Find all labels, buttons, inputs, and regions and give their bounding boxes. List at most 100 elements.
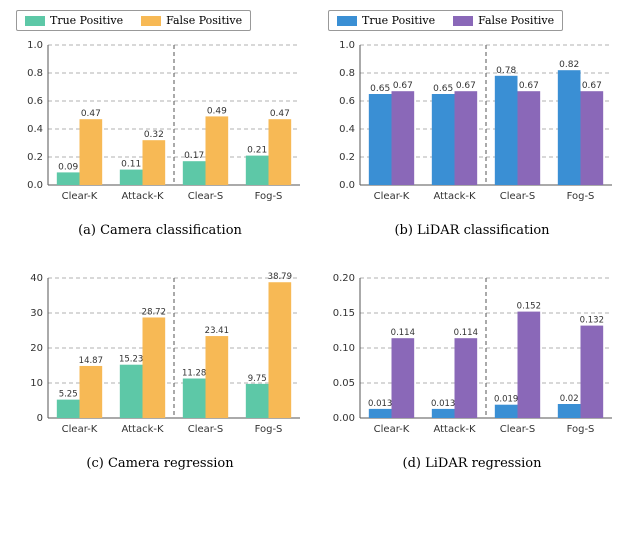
legend-swatch: [453, 16, 473, 26]
bar: [206, 336, 229, 418]
bar-value-label: 0.67: [393, 81, 413, 91]
panel-a: True PositiveFalse Positive0.00.20.40.60…: [10, 10, 310, 238]
ytick-label: 20: [30, 343, 43, 354]
chart-area: 0.000.050.100.150.200.0130.114Clear-K0.0…: [322, 268, 622, 448]
ytick-label: 0.8: [27, 68, 43, 79]
bar-value-label: 0.67: [519, 81, 539, 91]
category-label: Clear-K: [62, 424, 98, 435]
legend-swatch: [25, 16, 45, 26]
bar-value-label: 0.019: [494, 395, 518, 405]
bar-value-label: 23.41: [205, 326, 229, 336]
bar-value-label: 0.11: [121, 160, 141, 170]
bar: [518, 91, 541, 185]
bar-value-label: 28.72: [142, 307, 166, 317]
panel-b: True PositiveFalse Positive0.00.20.40.60…: [322, 10, 622, 238]
legend-label: False Positive: [166, 14, 242, 27]
bar: [432, 94, 455, 185]
bar: [558, 70, 581, 185]
bar-value-label: 0.82: [559, 60, 579, 70]
legend-item: True Positive: [25, 14, 123, 27]
bar: [455, 91, 478, 185]
ytick-label: 1.0: [339, 40, 355, 51]
ytick-label: 0.20: [333, 273, 355, 284]
bar: [120, 365, 143, 418]
bar: [495, 405, 518, 418]
panel-caption: (a) Camera classification: [10, 223, 310, 238]
bar-value-label: 11.28: [182, 369, 206, 379]
ytick-label: 0: [37, 413, 43, 424]
category-label: Fog-S: [255, 424, 283, 435]
ytick-label: 0.0: [339, 180, 355, 191]
bar-value-label: 0.67: [456, 81, 476, 91]
ytick-label: 0.6: [27, 96, 43, 107]
ytick-label: 1.0: [27, 40, 43, 51]
category-label: Clear-K: [62, 191, 98, 202]
bar-value-label: 9.75: [248, 374, 267, 384]
category-label: Attack-K: [121, 191, 164, 202]
bar: [581, 326, 604, 418]
ytick-label: 0.0: [27, 180, 43, 191]
chart-area: 0.0 0.2 0.4 0.6 0.8 1.0 0.09 0.47 Clear-K 0.11 0.3…: [10, 35, 310, 215]
bar: [57, 172, 80, 185]
bar-value-label: 0.09: [58, 162, 78, 172]
ytick-label: 40: [30, 273, 43, 284]
panel-caption: (c) Camera regression: [10, 456, 310, 471]
category-label: Fog-S: [255, 191, 283, 202]
panel-d: 0.000.050.100.150.200.0130.114Clear-K0.0…: [322, 268, 622, 471]
bar: [80, 366, 103, 418]
bar: [369, 94, 392, 185]
bar-value-label: 0.32: [144, 130, 164, 140]
bar: [269, 282, 292, 418]
bar-value-label: 0.132: [580, 316, 604, 326]
panel-c: 0102030405.2514.87Clear-K15.2328.72Attac…: [10, 268, 310, 471]
category-label: Clear-K: [374, 191, 410, 202]
bar: [392, 91, 415, 185]
bar: [581, 91, 604, 185]
bar: [455, 338, 478, 418]
ytick-label: 0.4: [27, 124, 43, 135]
category-label: Clear-K: [374, 424, 410, 435]
bar: [183, 379, 206, 418]
ytick-label: 0.6: [339, 96, 355, 107]
bar: [80, 119, 103, 185]
bar: [432, 409, 455, 418]
ytick-label: 0.8: [339, 68, 355, 79]
category-label: Fog-S: [567, 424, 595, 435]
category-label: Clear-S: [500, 191, 535, 202]
bar: [269, 119, 292, 185]
bar-value-label: 0.78: [496, 66, 516, 76]
category-label: Fog-S: [567, 191, 595, 202]
chart-area: 0102030405.2514.87Clear-K15.2328.72Attac…: [10, 268, 310, 448]
bar: [57, 400, 80, 418]
bar-value-label: 0.114: [454, 328, 478, 338]
bar-value-label: 0.47: [270, 109, 290, 119]
bar: [143, 140, 166, 185]
bar: [120, 170, 143, 185]
bar-value-label: 0.67: [582, 81, 602, 91]
ytick-label: 0.4: [339, 124, 355, 135]
ytick-label: 0.15: [333, 308, 355, 319]
bar-value-label: 0.65: [433, 84, 453, 94]
ytick-label: 0.2: [27, 152, 43, 163]
legend-swatch: [337, 16, 357, 26]
legend: True Positive False Positive: [16, 10, 251, 31]
ytick-label: 0.05: [333, 378, 355, 389]
bar-value-label: 0.013: [431, 399, 455, 409]
legend-label: True Positive: [50, 14, 123, 27]
bar-value-label: 38.79: [268, 272, 292, 282]
bar-value-label: 5.25: [59, 390, 78, 400]
bar: [369, 409, 392, 418]
bar: [518, 312, 541, 418]
bar-value-label: 0.152: [517, 302, 541, 312]
legend-item: False Positive: [453, 14, 554, 27]
legend-label: False Positive: [478, 14, 554, 27]
category-label: Clear-S: [500, 424, 535, 435]
ytick-label: 0.00: [333, 413, 355, 424]
bar-value-label: 14.87: [79, 356, 103, 366]
bar-value-label: 0.47: [81, 109, 101, 119]
panel-caption: (d) LiDAR regression: [322, 456, 622, 471]
legend-label: True Positive: [362, 14, 435, 27]
bar: [558, 404, 581, 418]
bar: [183, 161, 206, 185]
category-label: Attack-K: [433, 424, 476, 435]
